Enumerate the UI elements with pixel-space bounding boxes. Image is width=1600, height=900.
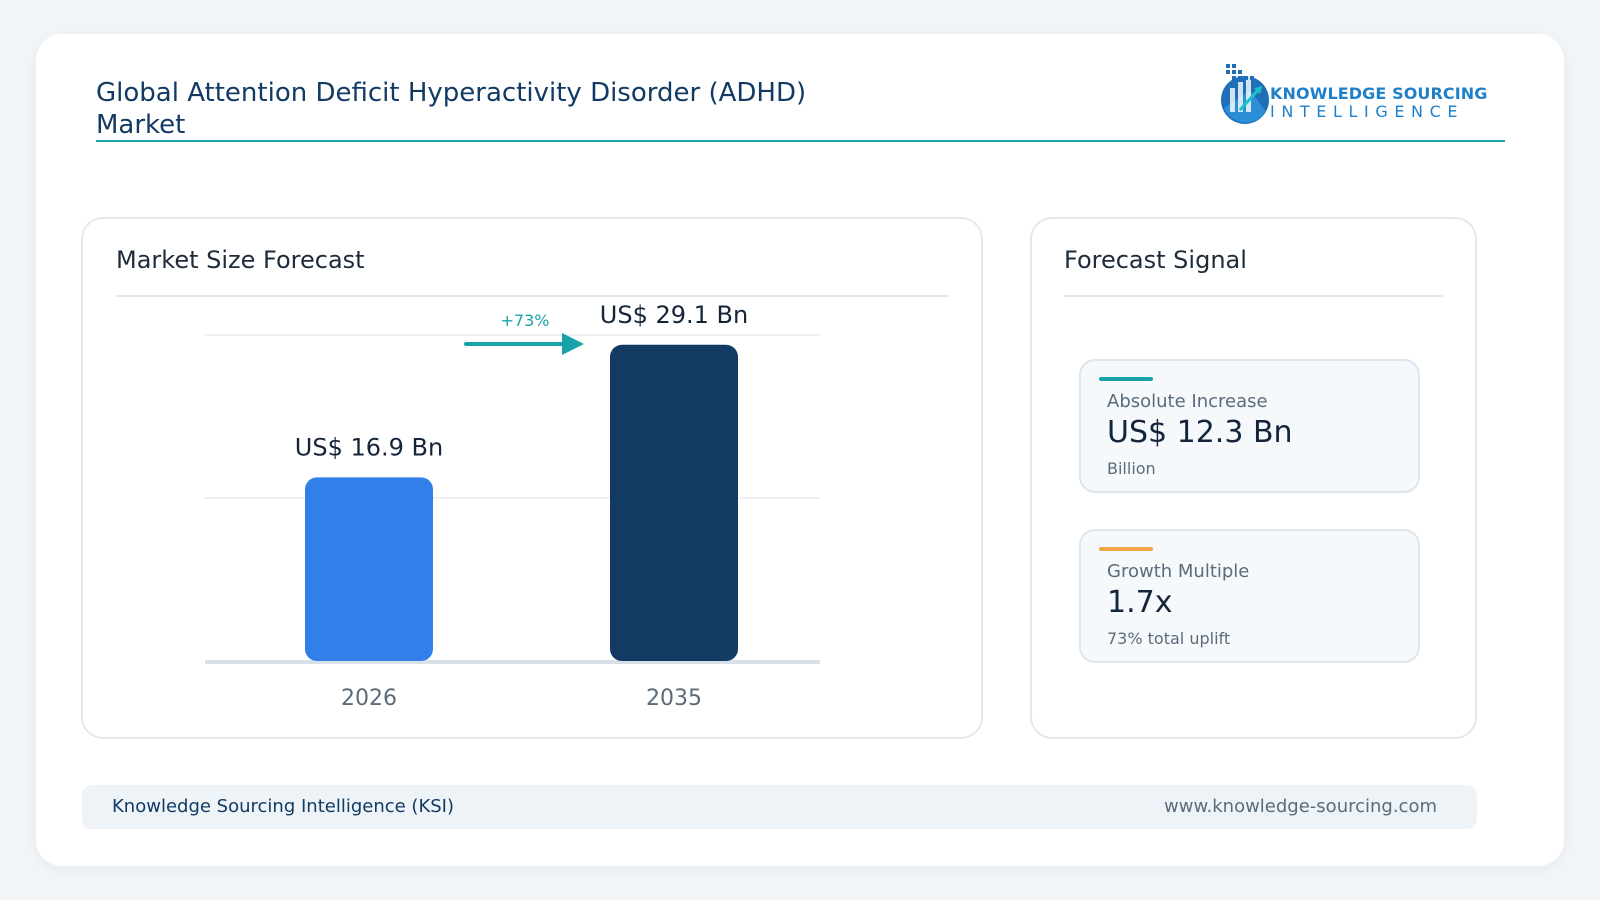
- forecast-signal-title: Forecast Signal: [1064, 246, 1247, 274]
- growth-multiple-sub: 73% total uplift: [1107, 629, 1231, 648]
- data-label-2026: US$ 16.9 Bn: [295, 433, 443, 461]
- market-size-divider: [116, 295, 949, 297]
- growth-annotation: +73%: [501, 311, 550, 330]
- market-size-panel: [81, 217, 983, 739]
- footer-website-link[interactable]: www.knowledge-sourcing.com: [1164, 796, 1437, 817]
- absolute-increase-value: US$ 12.3 Bn: [1107, 415, 1293, 450]
- bar-2035: [610, 344, 738, 661]
- footer-company: Knowledge Sourcing Intelligence (KSI): [112, 796, 455, 817]
- ksi-logo-icon: [1221, 64, 1269, 124]
- chart-bars: [305, 344, 738, 661]
- absolute-increase-label: Absolute Increase: [1107, 391, 1268, 412]
- header-divider: [96, 140, 1505, 142]
- logo-text-primary: KNOWLEDGE SOURCING: [1270, 84, 1488, 103]
- page-title: Global Attention Deficit Hyperactivity D…: [96, 78, 807, 140]
- growth-multiple-accent: [1099, 547, 1153, 551]
- absolute-increase-card: Absolute Increase US$ 12.3 Bn Billion: [1079, 359, 1420, 493]
- x-tick-label-2035: 2035: [646, 686, 702, 711]
- market-size-title: Market Size Forecast: [116, 246, 365, 274]
- logo-text-secondary: INTELLIGENCE: [1270, 102, 1465, 121]
- growth-multiple-value: 1.7x: [1107, 585, 1173, 620]
- growth-multiple-label: Growth Multiple: [1107, 561, 1250, 582]
- forecast-signal-divider: [1064, 295, 1443, 297]
- absolute-increase-accent: [1099, 377, 1153, 381]
- x-tick-label-2026: 2026: [341, 686, 397, 711]
- footer-bar: Knowledge Sourcing Intelligence (KSI) ww…: [82, 785, 1477, 829]
- growth-multiple-card: Growth Multiple 1.7x 73% total uplift: [1079, 529, 1420, 663]
- chart-labels: US$ 16.9 Bn 2026 US$ 29.1 Bn 2035: [295, 301, 748, 711]
- absolute-increase-sub: Billion: [1107, 459, 1156, 478]
- growth-arrow-icon: [464, 333, 584, 355]
- bar-2026: [305, 477, 433, 661]
- data-label-2035: US$ 29.1 Bn: [600, 301, 748, 329]
